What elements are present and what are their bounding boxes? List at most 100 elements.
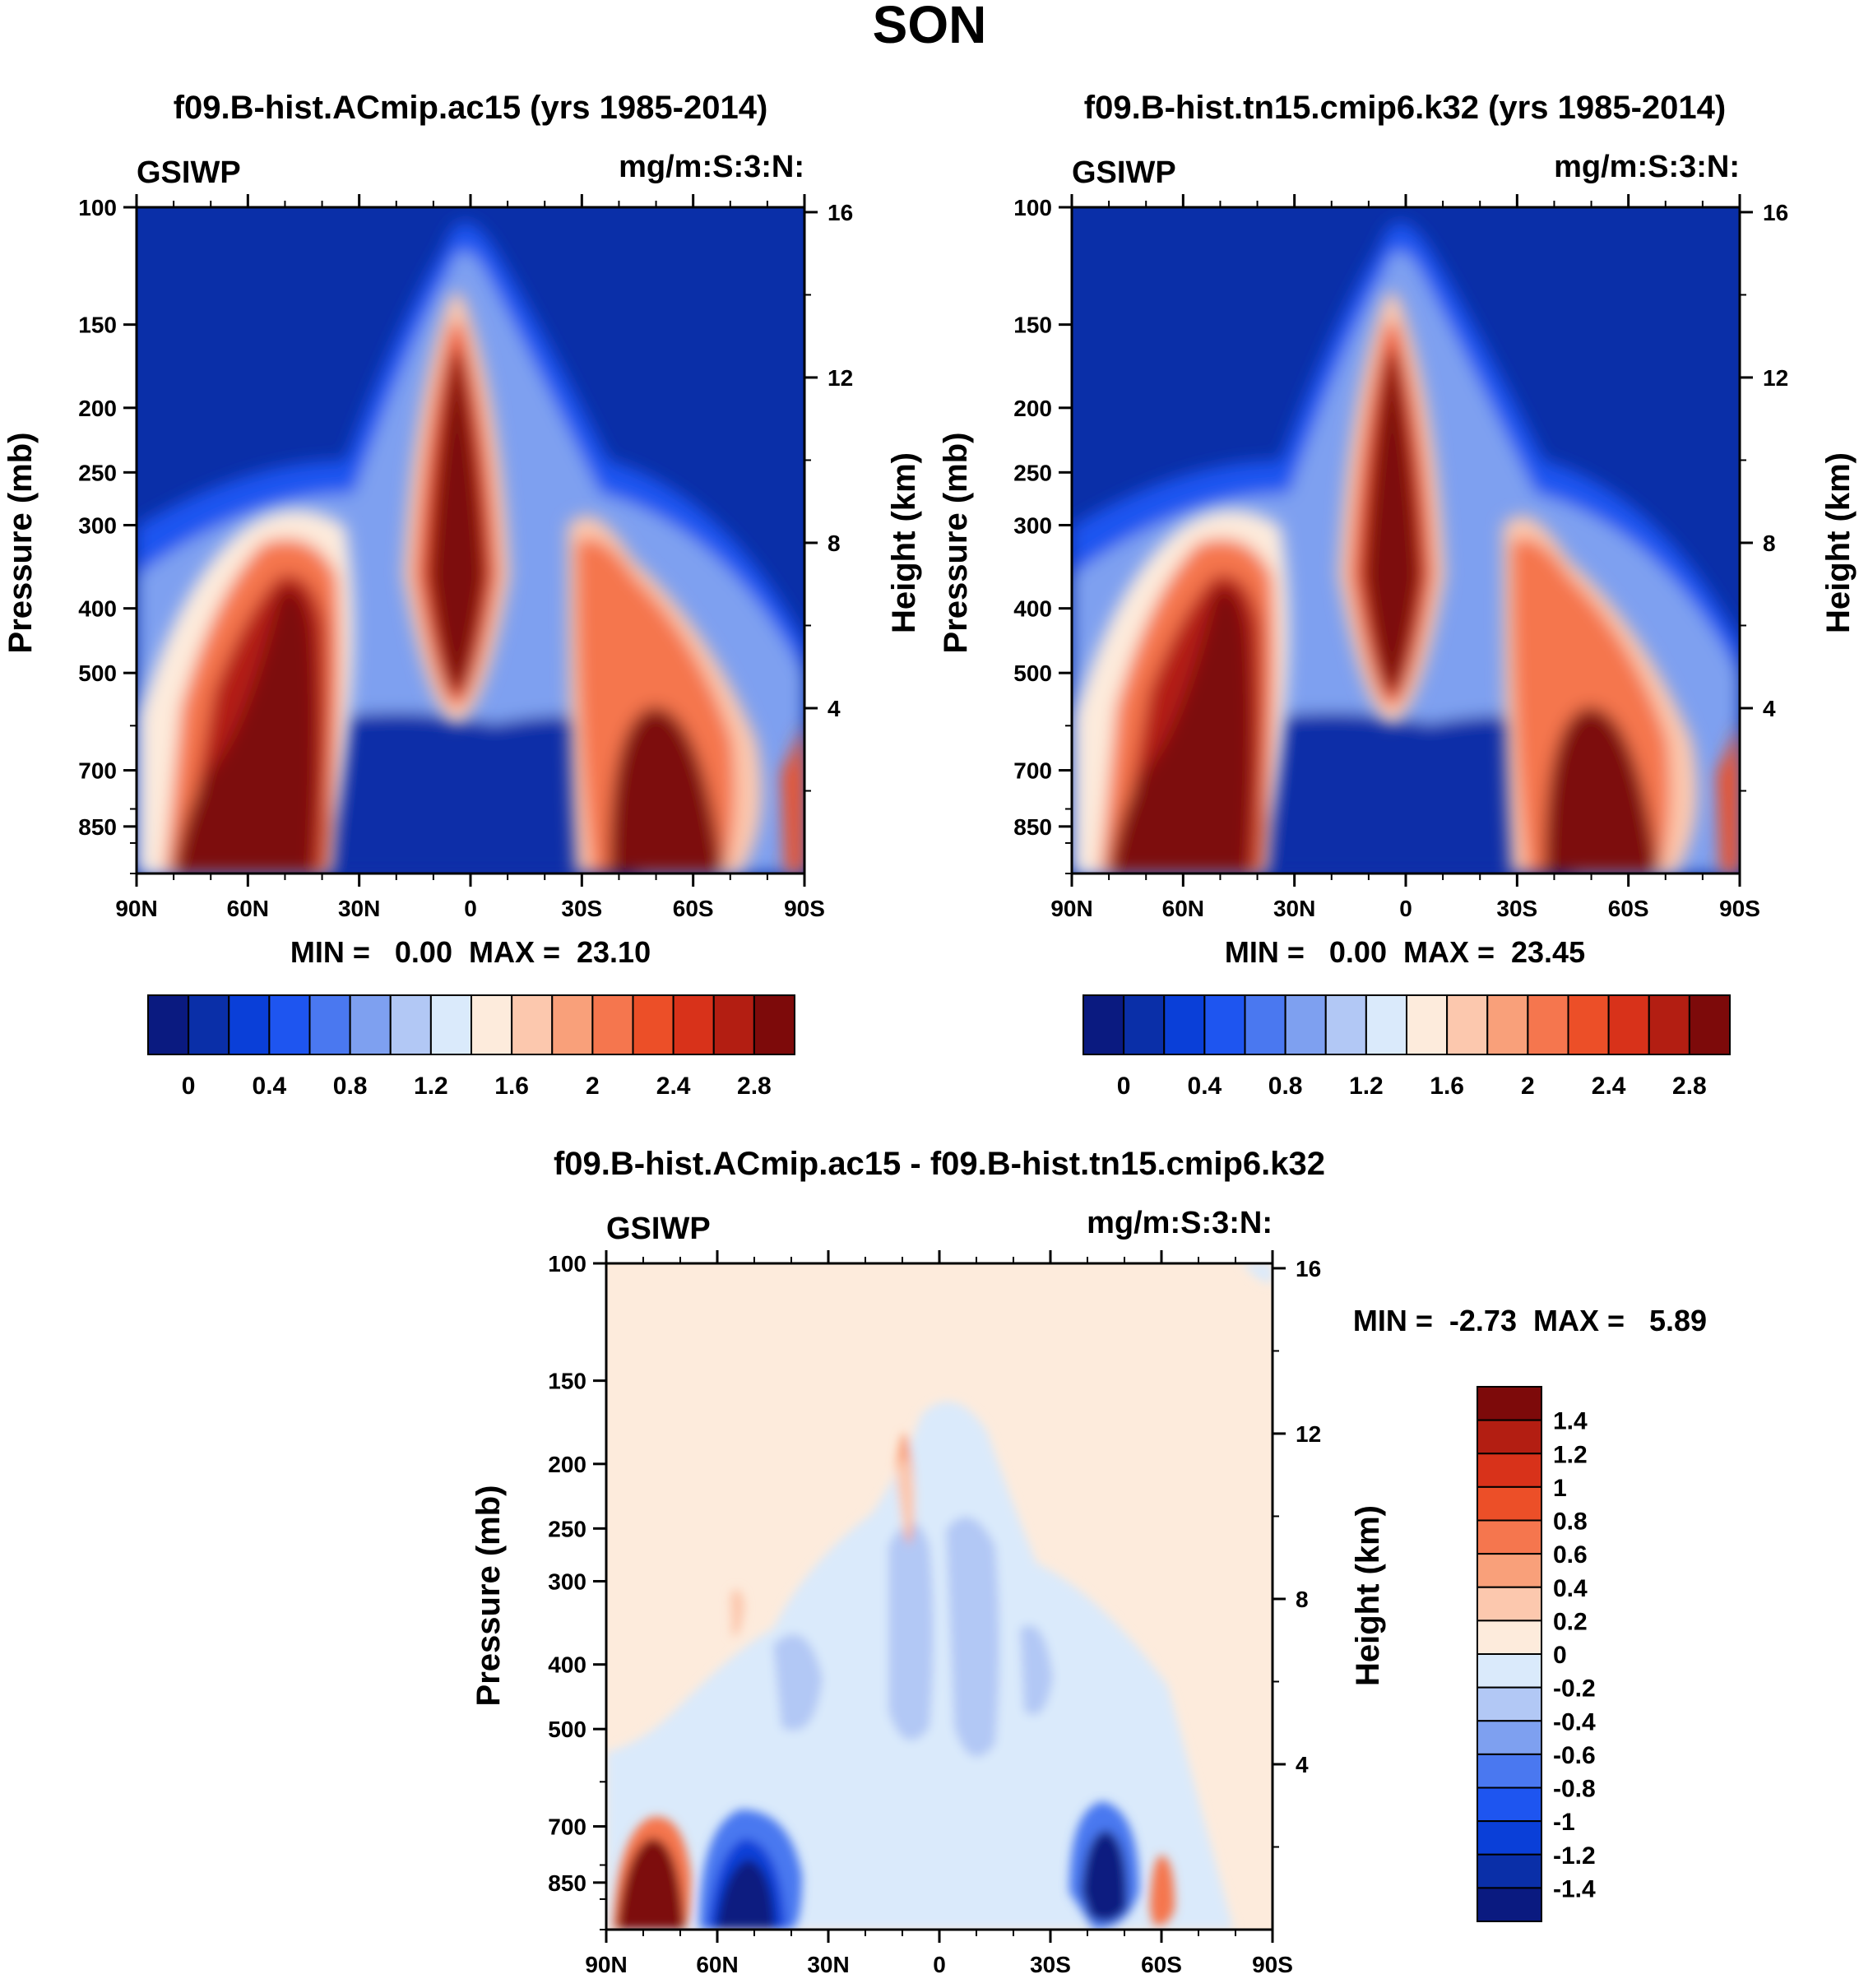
colorbar-label: 0.6 [1553,1541,1588,1569]
y-tick-label: 850 [78,814,117,840]
colorbar-label: -0.2 [1553,1675,1596,1703]
y-tick-label: 400 [1013,596,1052,622]
colorbar-box [1446,994,1489,1055]
x-tick-label: 0 [1399,896,1412,921]
y-tick-label: 250 [1013,460,1052,485]
x-tick-label: 30N [338,896,380,921]
x-tick-label: 90N [585,1952,627,1977]
panel-b-axes: 100 150 200 250 300 400 500 700 850 16 12 8 4 90N 60N 3… [1013,194,1788,921]
y-tick-label: 100 [548,1251,586,1277]
panel-c-y2label: Height (km) [1350,1505,1386,1686]
colorbar-box [1477,1553,1542,1588]
y-tick-label: 250 [78,460,117,485]
y2-tick-label: 16 [1763,200,1788,225]
y-tick-label: 300 [1013,512,1052,538]
colorbar-box [1406,994,1449,1055]
y2-tick-label: 16 [828,200,853,225]
colorbar-box [1284,994,1327,1055]
colorbar-label: 2.4 [1592,1073,1626,1100]
y-tick-label: 500 [1013,660,1052,686]
x-tick-label: 60S [673,896,714,921]
y-tick-label: 150 [1013,313,1052,338]
colorbar-box [1477,1653,1542,1689]
colorbar-box [1477,1686,1542,1722]
colorbar-label: 1.4 [1553,1408,1588,1435]
colorbar-label: 0.8 [333,1073,368,1100]
y2-tick-label: 8 [1763,531,1776,556]
panel-a-title: f09.B-hist.ACmip.ac15 (yrs 1985-2014) [174,90,768,126]
x-tick-label: 90N [115,896,157,921]
colorbar-box [1477,1485,1542,1522]
x-tick-label: 60S [1141,1952,1182,1977]
x-tick-label: 60N [1162,896,1204,921]
panel-c-units: mg/m:S:3:N: [1087,1206,1273,1240]
y-tick-label: 200 [548,1452,586,1477]
y2-tick-label: 4 [828,696,841,721]
panel-c-stats: MIN = -2.73 MAX = 5.89 [1353,1304,1707,1337]
colorbar-box [1477,1753,1542,1789]
colorbar-box [1477,1586,1542,1622]
y2-tick-label: 8 [828,531,841,556]
panel-a-axes: 100 150 200 250 300 400 500 700 850 16 12 8 4 90N 60N 3… [78,194,853,921]
panel-b-title: f09.B-hist.tn15.cmip6.k32 (yrs 1985-2014… [1084,90,1726,126]
colorbar-label: 1.2 [1553,1441,1588,1468]
y-tick-label: 500 [548,1717,586,1742]
panel-b-units: mg/m:S:3:N: [1554,150,1740,184]
colorbar-box [753,994,795,1055]
colorbar-label: 2.8 [1672,1073,1707,1100]
colorbar-box [1203,994,1246,1055]
colorbar-box [1477,1519,1542,1555]
panel-a-stats: MIN = 0.00 MAX = 23.10 [290,935,651,969]
y-tick-label: 500 [78,660,117,686]
y-tick-label: 100 [78,195,117,220]
panel-c-variable: GSIWP [606,1212,711,1246]
colorbar-box [1567,994,1610,1055]
colorbar-box [1477,1419,1542,1455]
colorbar-label: 0.8 [1268,1073,1303,1100]
x-tick-label: 30S [1496,896,1537,921]
panel-c-title: f09.B-hist.ACmip.ac15 - f09.B-hist.tn15.… [554,1146,1325,1182]
colorbar-box [1648,994,1690,1055]
colorbar-label: -1.4 [1553,1875,1596,1902]
x-tick-label: 30N [807,1952,849,1977]
colorbar-box [471,994,513,1055]
colorbar-label: 0.4 [1553,1575,1588,1602]
y-tick-label: 700 [548,1814,586,1840]
colorbar-box [1365,994,1407,1055]
colorbar-box [1486,994,1529,1055]
colorbar-label: 2 [1521,1073,1535,1100]
y2-tick-label: 16 [1296,1256,1321,1281]
y-tick-label: 150 [78,313,117,338]
colorbar-box [1688,994,1731,1055]
x-tick-label: 30S [561,896,602,921]
colorbar-label: -1.2 [1553,1842,1596,1870]
panel-b: f09.B-hist.tn15.cmip6.k32 (yrs 1985-2014… [938,90,1857,1100]
colorbar-box [1244,994,1286,1055]
colorbar-label: 2.8 [737,1073,772,1100]
colorbar-box [268,994,311,1055]
colorbar-box [1477,1853,1542,1889]
panel-b-y2label: Height (km) [1820,452,1857,633]
colorbar-label: 2.4 [656,1073,691,1100]
y2-tick-label: 4 [1296,1752,1309,1777]
colorbar-box [672,994,715,1055]
colorbar-label: -0.4 [1553,1708,1596,1735]
y2-tick-label: 8 [1296,1587,1309,1612]
colorbar-box [511,994,554,1055]
colorbar-box [551,994,594,1055]
x-tick-label: 90N [1050,896,1092,921]
y-tick-label: 150 [548,1369,586,1394]
panel-b-variable: GSIWP [1072,155,1176,190]
panel-b-stats: MIN = 0.00 MAX = 23.45 [1225,935,1585,969]
y-tick-label: 200 [1013,396,1052,421]
colorbar-box [632,994,675,1055]
colorbar-box [1123,994,1166,1055]
panel-b-field [1072,207,1740,874]
colorbar-label: 1.6 [1430,1073,1464,1100]
colorbar-box [1477,1786,1542,1823]
panel-b-ylabel: Pressure (mb) [938,433,974,654]
x-tick-label: 60S [1608,896,1649,921]
figure-title: SON [873,0,987,54]
colorbar-box [1477,1620,1542,1655]
colorbar-label: -0.8 [1553,1776,1596,1803]
